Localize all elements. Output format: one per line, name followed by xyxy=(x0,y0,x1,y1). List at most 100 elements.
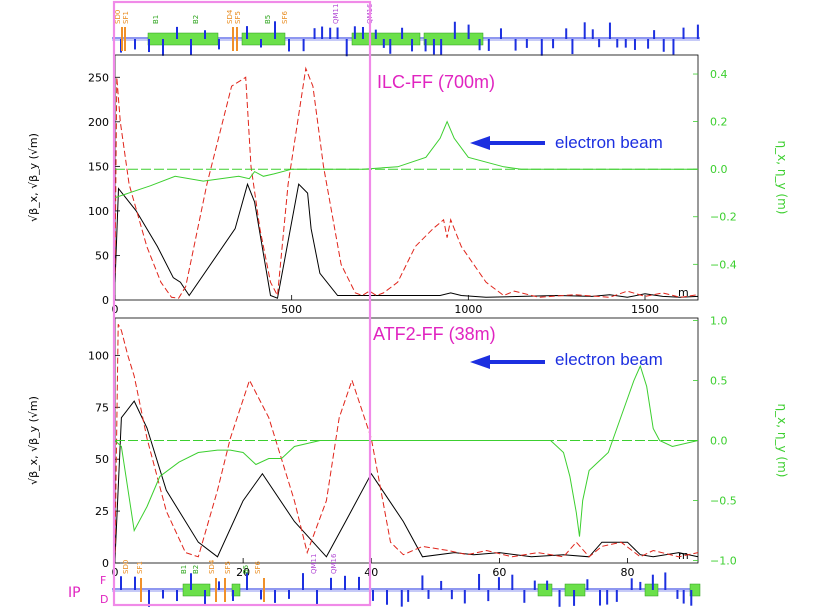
y-tick-label: 25 xyxy=(95,505,109,518)
quadrupole-magnet xyxy=(302,573,304,590)
quadrupole-magnet xyxy=(540,39,543,56)
y2-tick-label: −0.4 xyxy=(710,258,737,271)
bend-magnet xyxy=(147,32,219,46)
quadrupole-magnet xyxy=(639,581,642,590)
x-tick-label: 1500 xyxy=(631,303,659,316)
y2-tick-label: 1.0 xyxy=(710,314,728,327)
quadrupole-magnet xyxy=(546,580,549,590)
y2-tick-label: 0.5 xyxy=(710,374,728,387)
x-tick-label: 40 xyxy=(364,566,378,579)
lattice-bottom-elements xyxy=(120,572,701,607)
quadrupole-magnet xyxy=(440,39,443,55)
series-beta_x-line xyxy=(114,400,699,559)
quadrupole-magnet xyxy=(690,590,693,606)
quadrupole-magnet xyxy=(190,573,192,590)
y-tick-label: 250 xyxy=(88,71,109,84)
quadrupole-magnet xyxy=(302,39,305,52)
element-label-qm11: QM11 xyxy=(310,554,318,574)
quadrupole-magnet xyxy=(453,21,456,39)
quadrupole-magnet xyxy=(616,39,619,48)
ff-section-highlight xyxy=(112,0,372,607)
quadrupole-magnet xyxy=(120,576,122,590)
quadrupole-magnet xyxy=(148,590,150,607)
quadrupole-magnet xyxy=(450,590,453,600)
quadrupole-magnet xyxy=(552,39,555,49)
lattice-bottom-labels: SD0 SF1 B1 B2 SD4 SF5 B5 SF6 QM11 QM16 xyxy=(122,553,338,574)
sextupole-magnet xyxy=(121,27,123,51)
element-label-sd0: SD0 xyxy=(122,560,130,574)
element-label-qm16: QM16 xyxy=(330,553,338,574)
y-tick-label: 150 xyxy=(88,160,109,173)
quadrupole-magnet xyxy=(190,39,192,55)
quadrupole-magnet xyxy=(624,39,627,48)
quadrupole-magnet xyxy=(232,590,234,601)
element-label-sd0: SD0 xyxy=(114,10,122,24)
quadrupole-magnet xyxy=(662,39,665,52)
quadrupole-magnet xyxy=(487,590,490,602)
lattice-bottom: SD0 SF1 B1 B2 SD4 SF5 B5 SF6 QM11 QM16 IP F D xyxy=(68,553,701,607)
quadrupole-magnet xyxy=(664,572,667,590)
sextupole-magnet xyxy=(124,27,126,51)
element-label-sf1: SF1 xyxy=(136,561,144,574)
bend-magnet xyxy=(689,583,701,597)
sextupole-magnet xyxy=(215,578,217,602)
quadrupole-magnet xyxy=(411,39,414,52)
bend-magnet xyxy=(182,583,211,597)
quadrupole-magnet xyxy=(204,590,206,606)
quadrupole-magnet xyxy=(274,21,276,39)
sextupole-magnet xyxy=(263,578,265,602)
quadrupole-magnet xyxy=(424,39,427,52)
y2-tick-label: −1.0 xyxy=(710,555,737,568)
quadrupole-magnet xyxy=(361,26,364,39)
element-label-sf6: SF6 xyxy=(254,561,262,574)
element-label-sd4: SD4 xyxy=(208,559,216,574)
bend-magnet xyxy=(537,583,553,597)
quadrupole-magnet xyxy=(573,590,576,606)
element-label-sf5: SF5 xyxy=(234,11,242,24)
quadrupole-magnet xyxy=(260,590,262,600)
series-beta_y-line xyxy=(114,323,699,558)
quadrupole-magnet xyxy=(497,577,500,590)
quadrupole-magnet xyxy=(615,590,618,602)
y-tick-label: 0 xyxy=(102,557,109,570)
y2-tick-label: −0.2 xyxy=(710,211,737,224)
lattice-top: SD0 SF1 B1 B2 SD4 SF5 B5 SF6 QM11 QM16 xyxy=(112,3,700,57)
lattice-top-labels: SD0 SF1 B1 B2 SD4 SF5 B5 SF6 QM11 QM16 xyxy=(114,3,374,24)
quadrupole-magnet xyxy=(400,590,403,607)
x-unit-label: m xyxy=(678,286,689,299)
quadrupole-magnet xyxy=(246,26,248,39)
quadrupole-magnet xyxy=(134,576,136,590)
element-label-b1: B1 xyxy=(180,565,188,574)
quadrupole-magnet xyxy=(321,26,324,39)
x-tick-label: 1000 xyxy=(454,303,482,316)
quadrupole-magnet xyxy=(246,572,248,590)
element-label-qm11: QM11 xyxy=(332,4,340,24)
bend-magnet xyxy=(644,583,659,597)
d-label: D xyxy=(100,593,108,606)
element-label-sd4: SD4 xyxy=(226,9,234,24)
element-label-b1: B1 xyxy=(152,15,160,24)
quadrupole-magnet xyxy=(478,39,481,51)
quadrupole-magnet xyxy=(162,39,164,56)
y-tick-label: 100 xyxy=(88,349,109,362)
quadrupole-magnet xyxy=(336,27,339,39)
element-label-sf6: SF6 xyxy=(281,11,289,24)
quadrupole-magnet xyxy=(525,39,528,48)
sextupole-magnet xyxy=(236,27,238,51)
quadrupole-magnet xyxy=(591,29,594,39)
y2-tick-label: 0.0 xyxy=(710,163,728,176)
quadrupole-magnet xyxy=(330,577,332,590)
y2-axis-label: η_x, η_y (m) xyxy=(775,141,789,215)
quadrupole-magnet xyxy=(345,39,348,57)
quadrupole-magnet xyxy=(558,590,561,607)
quadrupole-magnet xyxy=(514,39,517,51)
y-tick-label: 200 xyxy=(88,116,109,129)
quadrupole-magnet xyxy=(523,590,526,603)
quadrupole-magnet xyxy=(598,39,601,48)
element-label-b2: B2 xyxy=(192,565,200,574)
quadrupole-magnet xyxy=(288,590,290,599)
chart-title: ATF2-FF (38m) xyxy=(373,324,496,344)
quadrupole-magnet xyxy=(358,576,360,590)
